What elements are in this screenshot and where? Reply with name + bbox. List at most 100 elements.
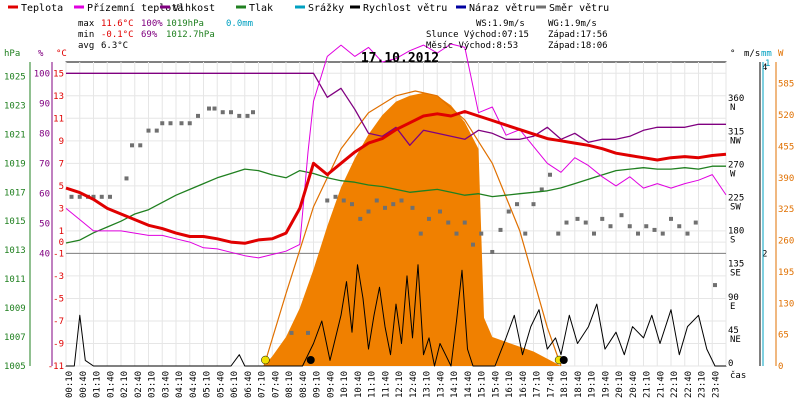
info-sun-set: Západ:17:56 <box>548 30 608 40</box>
solar-tick-label: 130 <box>778 299 794 309</box>
direction-tick-label: 360 <box>728 94 744 104</box>
pressure-tick-label: 1015 <box>4 217 26 227</box>
grid <box>65 62 727 367</box>
wind-direction-series <box>69 106 717 335</box>
x-tick-label: 17:10 <box>533 371 543 398</box>
x-tick-label: 09:10 <box>313 371 323 398</box>
wind-direction-point <box>539 187 544 192</box>
info-ws: WS:1.9m/s <box>476 19 525 29</box>
stat-max-temp: 11.6°C <box>101 19 134 29</box>
x-tick-label: 18:10 <box>560 371 570 398</box>
wind-direction-point <box>168 121 173 126</box>
wind-direction-point <box>523 231 528 236</box>
solar-tick-label: 390 <box>778 174 794 184</box>
direction-name-label: N <box>730 103 735 113</box>
stat-max-hum: 100% <box>141 19 163 29</box>
temperature-tick-label: 15 <box>53 69 64 79</box>
legend-label: Vlhkost <box>173 3 215 14</box>
wind-direction-point <box>531 202 536 207</box>
stat-max-press: 1019hPa <box>166 19 204 29</box>
x-tick-label: 22:10 <box>670 371 680 398</box>
wind-direction-point <box>608 224 613 229</box>
pressure-tick-label: 1017 <box>4 188 26 198</box>
humidity-series <box>66 72 726 146</box>
solar-tick-label: 195 <box>778 268 794 278</box>
direction-name-label: E <box>730 302 735 312</box>
temperature-tick-label: -3 <box>53 272 64 282</box>
solar-tick-label: 520 <box>778 111 794 121</box>
humidity-tick-label: 100 <box>34 69 50 79</box>
legend-label: Rychlost větru <box>363 2 447 14</box>
direction-name-label: SW <box>730 202 741 212</box>
sun-moon-markers <box>261 355 568 365</box>
solar-tick-label: 455 <box>778 142 794 152</box>
wind-direction-point <box>251 110 255 115</box>
wind-direction-point <box>575 216 580 221</box>
wind-direction-point <box>498 227 503 232</box>
humidity-tick-label: 80 <box>39 129 50 139</box>
pressure-series <box>65 165 726 244</box>
pressure-tick-label: 1005 <box>4 362 26 372</box>
stat-min-hum: 69% <box>141 30 158 40</box>
temperature-line <box>65 110 727 245</box>
wind-direction-point <box>146 128 151 133</box>
ground-temperature-series <box>65 43 727 259</box>
temperature-tick-label: 1 <box>59 227 64 237</box>
info-wg: WG:1.9m/s <box>548 19 597 29</box>
humidity-tick-label: 70 <box>39 159 50 169</box>
wind-direction-point <box>399 198 404 203</box>
stat-max-rain: 0.0mm <box>226 19 253 29</box>
temperature-tick-label: -11 <box>48 362 64 372</box>
ground-temperature-line <box>65 43 727 259</box>
x-tick-label: 05:10 <box>203 371 213 398</box>
wind-direction-point <box>660 231 665 236</box>
x-tick-label: 17:40 <box>546 371 556 398</box>
legend-label: Směr větru <box>549 2 609 14</box>
wind-direction-point <box>383 205 387 210</box>
stat-avg-temp: 6.3°C <box>101 41 128 51</box>
wind-direction-point <box>490 249 495 254</box>
temperature-tick-label: -5 <box>53 294 64 304</box>
temperature-tick-label: 3 <box>59 204 64 214</box>
pressure-tick-label: 1019 <box>4 159 26 169</box>
direction-name-label: NW <box>730 136 741 146</box>
temperature-series <box>65 110 727 245</box>
axis-header-degree: ° <box>730 49 735 59</box>
x-tick-label: 13:40 <box>436 371 446 398</box>
wind-direction-point <box>130 143 134 148</box>
x-tick-label: 15:40 <box>491 371 501 398</box>
humidity-tick-label: 40 <box>39 249 50 259</box>
wind-direction-point <box>374 198 379 203</box>
pressure-tick-label: 1013 <box>4 246 26 256</box>
rain-tick-label: 1 <box>765 59 770 69</box>
humidity-line <box>66 72 726 146</box>
wind-direction-point <box>358 216 363 221</box>
solar-tick-label: 585 <box>778 80 794 90</box>
wind-direction-point <box>454 231 459 236</box>
wind-direction-point <box>644 224 649 229</box>
x-tick-label: 19:40 <box>601 371 611 398</box>
wind-direction-point <box>556 231 561 236</box>
x-tick-label: 12:40 <box>409 371 419 398</box>
x-tick-label: 06:10 <box>230 371 240 398</box>
x-tick-label: 04:10 <box>175 371 185 398</box>
humidity-tick-label: 60 <box>39 189 50 199</box>
wind-direction-point <box>160 121 165 126</box>
axis-header-celsius: °C <box>56 49 67 59</box>
temperature-tick-label: 11 <box>53 114 64 124</box>
solar-tick-label: 0 <box>778 362 783 372</box>
wind-direction-point <box>237 113 242 118</box>
wind-direction-point <box>685 231 690 236</box>
wind-direction-point <box>693 220 698 225</box>
wind-direction-point <box>592 231 596 236</box>
info-moon: Měsíc Východ:8:53 <box>426 41 518 51</box>
x-tick-label: 12:10 <box>395 371 405 398</box>
wind-direction-point <box>446 220 451 225</box>
wind-tick-label: 4 <box>762 63 767 73</box>
x-tick-label: 22:40 <box>684 371 694 398</box>
wind-direction-point <box>619 213 624 218</box>
wind-direction-point <box>627 224 632 229</box>
wind-speed-series <box>66 264 726 367</box>
wind-direction-point <box>479 231 484 236</box>
x-tick-label: 04:40 <box>189 371 199 398</box>
